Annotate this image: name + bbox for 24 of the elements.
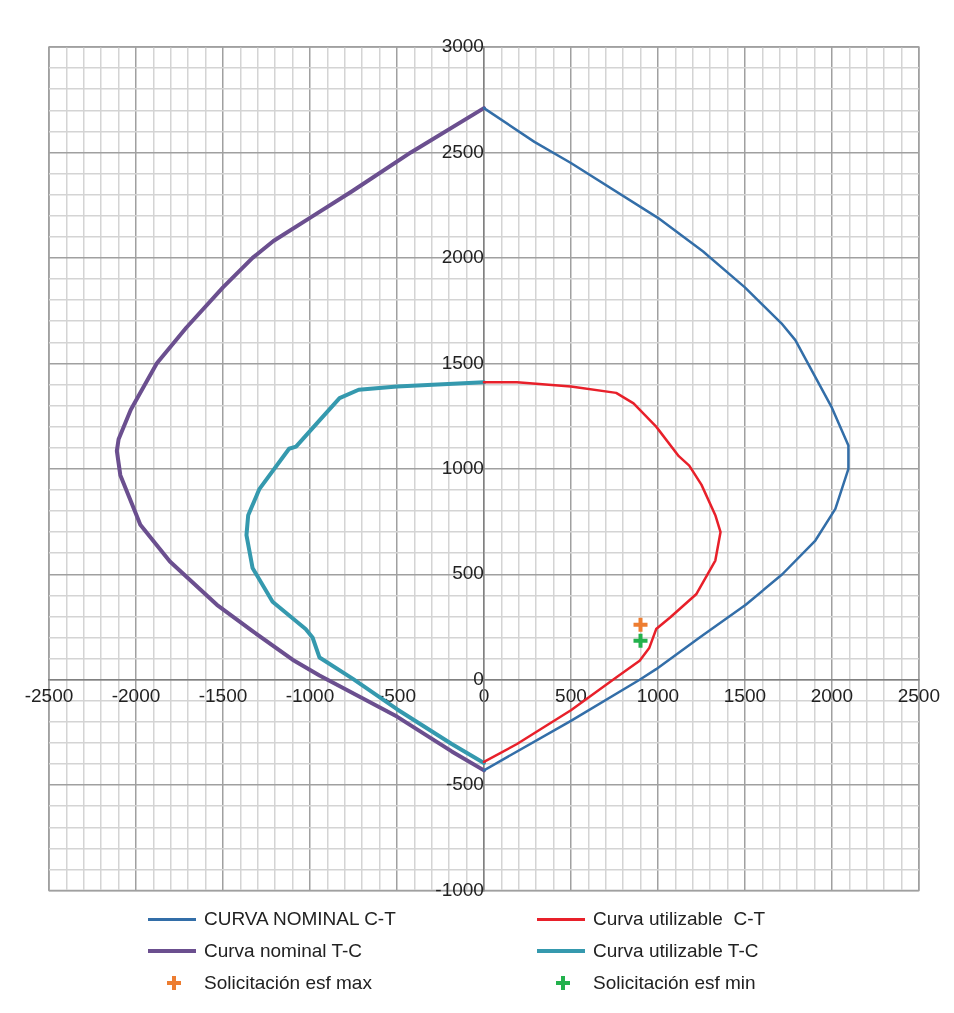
x-tick-label: -2500: [24, 685, 74, 707]
y-tick-label: 3000: [441, 35, 484, 57]
y-tick-label: -1000: [435, 878, 484, 900]
legend-label: Curva nominal T-C: [204, 940, 363, 962]
legend-label: CURVA NOMINAL C-T: [204, 908, 396, 930]
legend-label: Curva utilizable C-T: [593, 908, 766, 930]
x-tick-label: -500: [377, 685, 416, 707]
legend-label: Solicitación esf min: [593, 972, 756, 994]
y-tick-label: 1000: [441, 457, 484, 479]
x-tick-label: 2500: [897, 685, 941, 707]
y-tick-label: 2500: [441, 140, 484, 162]
legend-label: Curva utilizable T-C: [593, 940, 759, 962]
x-tick-label: 1000: [636, 685, 680, 707]
y-tick-label: 1500: [441, 351, 484, 373]
x-tick-label: -1500: [198, 685, 248, 707]
x-tick-label: -2000: [111, 685, 161, 707]
legend-label: Solicitación esf max: [204, 972, 372, 994]
y-tick-label: 500: [452, 562, 484, 584]
y-tick-label: -500: [445, 773, 484, 795]
y-tick-label: 2000: [441, 246, 484, 268]
x-tick-label: 2000: [810, 685, 854, 707]
x-tick-label: -1000: [285, 685, 335, 707]
x-tick-label: 1500: [723, 685, 767, 707]
x-tick-label: 500: [555, 685, 587, 707]
